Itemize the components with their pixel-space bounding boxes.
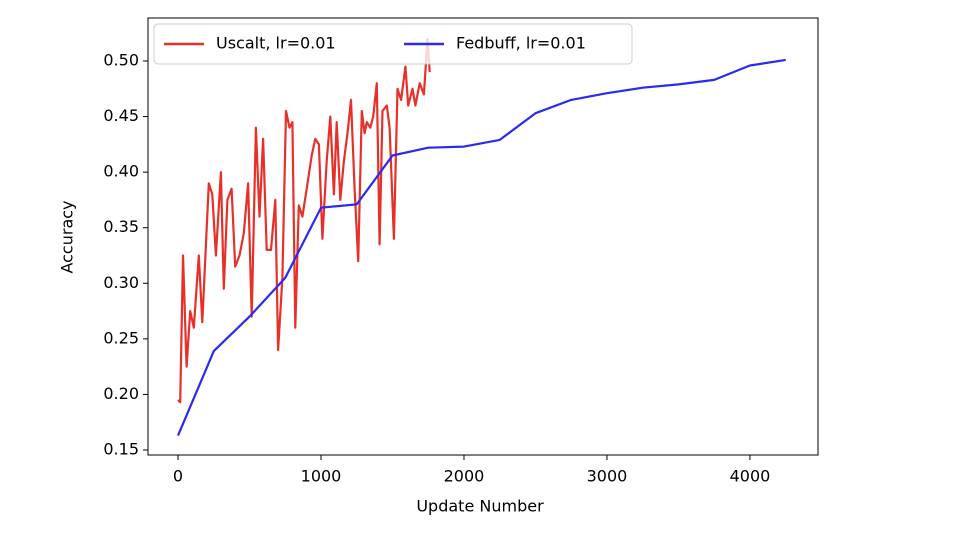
x-tick-label: 1000 [301, 467, 342, 486]
y-tick-label: 0.45 [103, 106, 139, 125]
plot-frame [147, 17, 819, 456]
legend-label: Fedbuff, lr=0.01 [456, 34, 586, 53]
x-tick-label: 3000 [587, 467, 628, 486]
y-axis-label: Accuracy [58, 200, 77, 273]
y-tick-label: 0.35 [103, 217, 139, 236]
y-tick-label: 0.25 [103, 328, 139, 347]
y-tick-label: 0.30 [103, 273, 139, 292]
x-tick-label: 4000 [730, 467, 771, 486]
series-line [177, 37, 431, 404]
y-tick-label: 0.15 [103, 439, 139, 458]
y-tick-label: 0.50 [103, 51, 139, 70]
series-line [176, 58, 786, 437]
legend-box [153, 23, 633, 65]
x-tick-label: 2000 [444, 467, 485, 486]
legend-label: Uscalt, lr=0.01 [216, 34, 336, 53]
y-tick-label: 0.20 [103, 384, 139, 403]
x-tick-label: 0 [173, 467, 183, 486]
x-axis-label: Update Number [416, 497, 544, 516]
y-tick-label: 0.40 [103, 162, 139, 181]
